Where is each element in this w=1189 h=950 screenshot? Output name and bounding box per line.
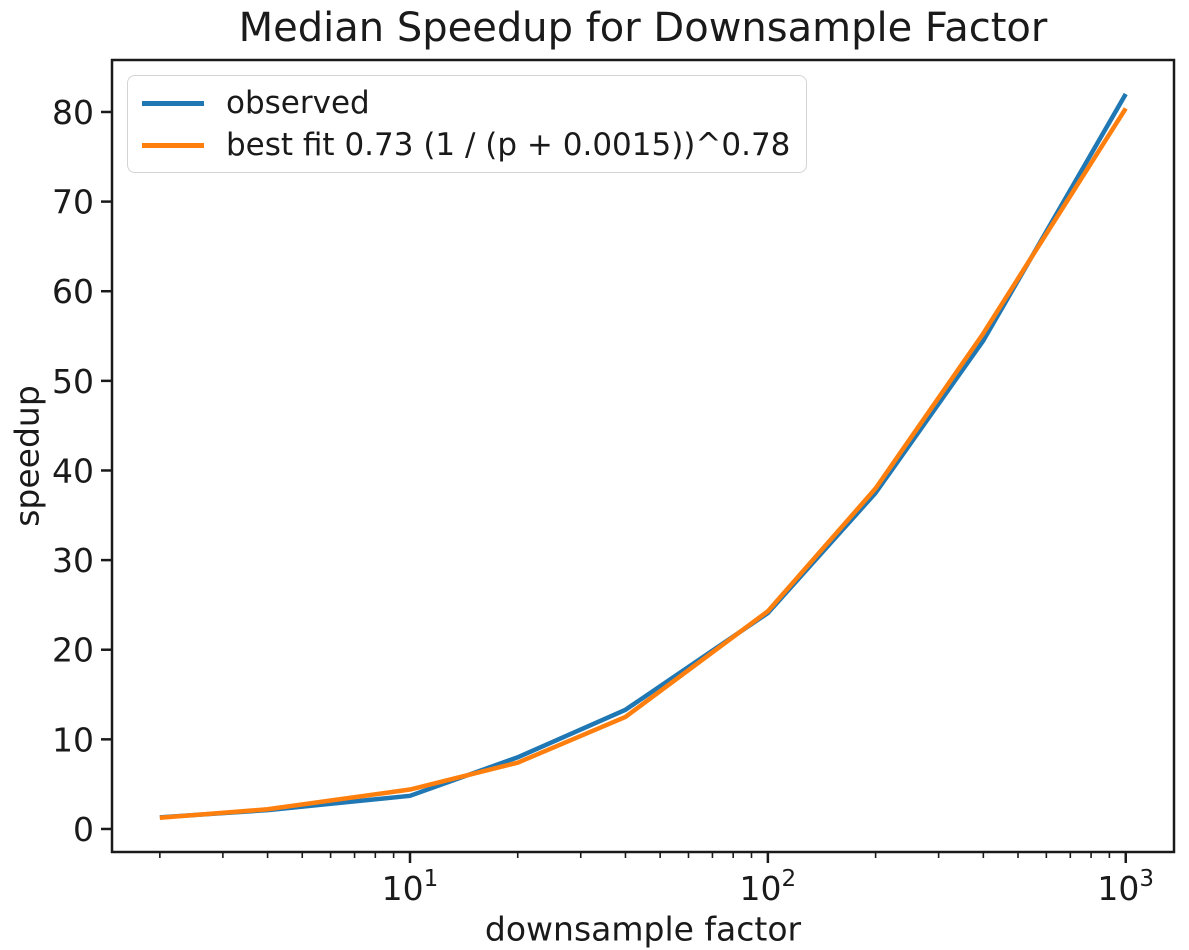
observed-line <box>159 92 1128 820</box>
best-fit-line <box>159 107 1128 821</box>
x-tick-label: 102 <box>740 866 797 908</box>
y-tick-label: 30 <box>52 541 94 580</box>
x-tick-label: 101 <box>382 866 439 908</box>
y-tick-label: 70 <box>52 183 94 222</box>
y-tick-label: 0 <box>73 810 94 849</box>
x-axis-label: downsample factor <box>484 909 802 949</box>
y-tick-label: 60 <box>52 272 94 311</box>
y-axis-label: speedup <box>7 385 47 527</box>
legend: observed best fit 0.73 (1 / (p + 0.0015)… <box>127 75 808 173</box>
plot-border <box>110 58 1176 854</box>
observed-line-swatch <box>142 100 204 106</box>
legend-label-best-fit: best fit 0.73 (1 / (p + 0.0015))^0.78 <box>226 126 791 163</box>
best-fit-line-swatch <box>142 142 204 148</box>
y-tick-label: 50 <box>52 362 94 401</box>
y-tick-label: 80 <box>52 93 94 132</box>
legend-label-observed: observed <box>226 84 370 121</box>
legend-row-best-fit: best fit 0.73 (1 / (p + 0.0015))^0.78 <box>142 124 790 166</box>
y-tick-label: 20 <box>52 631 94 670</box>
x-tick-label: 103 <box>1097 866 1154 908</box>
legend-row-observed: observed <box>142 82 790 124</box>
chart-title: Median Speedup for Downsample Factor <box>238 5 1048 51</box>
y-tick-label: 40 <box>52 451 94 490</box>
y-tick-label: 10 <box>52 720 94 759</box>
